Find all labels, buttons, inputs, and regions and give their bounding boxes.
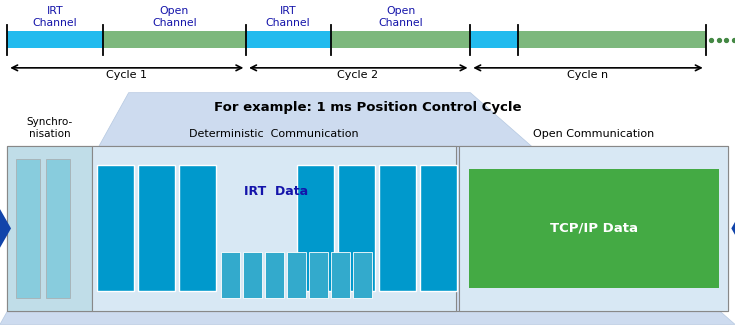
Bar xyxy=(220,252,240,298)
Text: TCP/IP Data: TCP/IP Data xyxy=(550,222,638,235)
Bar xyxy=(459,146,728,311)
Text: Open
Channel: Open Channel xyxy=(379,6,423,28)
FancyArrow shape xyxy=(731,205,735,252)
Text: Synchro-
nisation: Synchro- nisation xyxy=(26,118,73,139)
Bar xyxy=(103,31,246,48)
Bar xyxy=(16,159,40,298)
Bar xyxy=(518,31,706,48)
Bar xyxy=(7,146,92,311)
Bar xyxy=(469,169,719,288)
Bar xyxy=(179,166,216,291)
Bar xyxy=(470,31,518,48)
Bar xyxy=(309,252,328,298)
Bar xyxy=(331,31,470,48)
Text: Deterministic  Communication: Deterministic Communication xyxy=(189,129,359,139)
Polygon shape xyxy=(0,93,735,324)
Bar xyxy=(265,252,284,298)
Bar xyxy=(7,146,728,311)
Text: Open Communication: Open Communication xyxy=(533,129,654,139)
Bar xyxy=(331,252,350,298)
Bar xyxy=(46,159,70,298)
Bar xyxy=(92,146,456,311)
Text: IRT  Data: IRT Data xyxy=(243,185,308,199)
Text: Cycle 2: Cycle 2 xyxy=(337,70,379,79)
Text: Cycle n: Cycle n xyxy=(567,70,609,79)
Bar xyxy=(287,252,306,298)
Bar xyxy=(7,31,103,48)
Bar xyxy=(420,166,457,291)
Text: For example: 1 ms Position Control Cycle: For example: 1 ms Position Control Cycle xyxy=(214,101,521,114)
Bar xyxy=(246,31,331,48)
FancyArrow shape xyxy=(0,205,11,252)
Bar xyxy=(243,252,262,298)
Text: Open
Channel: Open Channel xyxy=(152,6,196,28)
Bar xyxy=(379,166,416,291)
Bar xyxy=(97,166,134,291)
Text: IRT
Channel: IRT Channel xyxy=(33,6,77,28)
Bar xyxy=(338,166,375,291)
Bar xyxy=(138,166,175,291)
Bar xyxy=(297,166,334,291)
Text: IRT
Channel: IRT Channel xyxy=(266,6,310,28)
Text: Cycle 1: Cycle 1 xyxy=(106,70,147,79)
Bar xyxy=(353,252,372,298)
